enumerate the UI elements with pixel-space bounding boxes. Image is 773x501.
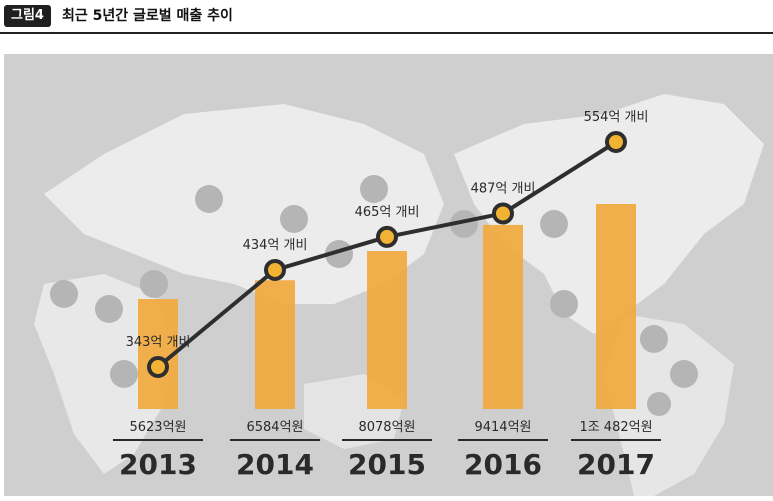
bars-group bbox=[138, 204, 636, 409]
year-axis: 2013 2014 2015 2016 2017 bbox=[113, 439, 661, 481]
x-tick-2013: 2013 bbox=[119, 448, 197, 481]
map-dot bbox=[280, 205, 308, 233]
bar-label-2016: 9414억원 bbox=[474, 420, 531, 435]
line-point-2014 bbox=[264, 258, 286, 281]
map-dot bbox=[360, 175, 388, 203]
bar-2015 bbox=[367, 251, 407, 409]
x-tick-2016: 2016 bbox=[464, 448, 542, 481]
bar-label-2015: 8078억원 bbox=[358, 420, 415, 435]
bar-label-2017: 1조 482억원 bbox=[579, 420, 652, 435]
line-label-2014: 434억 개비 bbox=[243, 238, 308, 253]
x-tick-2014: 2014 bbox=[236, 448, 314, 481]
line-point-2017 bbox=[605, 131, 627, 153]
bar-2014 bbox=[255, 280, 295, 409]
chart: 5623억원 6584억원 8078억원 9414억원 1조 482억원 2013 201… bbox=[4, 54, 773, 496]
map-dot bbox=[670, 360, 698, 388]
line-point-2013 bbox=[147, 356, 169, 378]
map-dot bbox=[647, 392, 671, 416]
line-point-2015 bbox=[376, 225, 398, 248]
line-label-2017: 554억 개비 bbox=[584, 110, 649, 125]
line-label-2016: 487억 개비 bbox=[471, 181, 536, 196]
map-dot bbox=[50, 280, 78, 308]
map-dot bbox=[110, 360, 138, 388]
line-label-2013: 343억 개비 bbox=[126, 335, 191, 350]
bar-label-2013: 5623억원 bbox=[129, 420, 186, 435]
map-dot bbox=[195, 185, 223, 213]
map-dot bbox=[450, 210, 478, 238]
figure-title: 최근 5년간 글로벌 매출 추이 bbox=[62, 8, 233, 24]
map-dot bbox=[540, 210, 568, 238]
map-dot bbox=[640, 325, 668, 353]
bar-labels-group: 5623억원 6584억원 8078억원 9414억원 1조 482억원 bbox=[129, 420, 652, 435]
x-tick-2015: 2015 bbox=[348, 448, 426, 481]
bar-label-2014: 6584억원 bbox=[246, 420, 303, 435]
figure-header: 그림4 최근 5년간 글로벌 매출 추이 bbox=[0, 0, 773, 34]
map-dot bbox=[140, 270, 168, 298]
line-point-2016 bbox=[492, 202, 514, 225]
bar-2016 bbox=[483, 224, 523, 409]
map-dot bbox=[550, 290, 578, 318]
map-dot bbox=[95, 295, 123, 323]
figure-badge: 그림4 bbox=[4, 5, 51, 27]
line-label-2015: 465억 개비 bbox=[355, 205, 420, 220]
line-series-group: 343억 개비 434억 개비 465억 개비 487억 개비 554억 개비 bbox=[126, 110, 649, 378]
bar-2017 bbox=[596, 204, 636, 409]
x-tick-2017: 2017 bbox=[577, 448, 655, 481]
